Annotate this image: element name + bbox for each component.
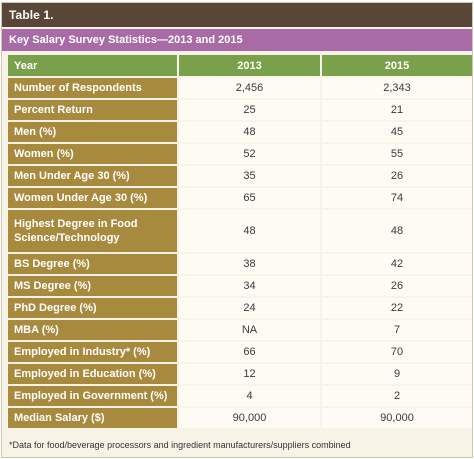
value-2013: 34 — [179, 276, 320, 296]
row-label: Number of Respondents — [8, 78, 177, 98]
row-label: PhD Degree (%) — [8, 298, 177, 318]
value-2013: 12 — [179, 364, 320, 384]
header-2015: 2015 — [322, 55, 472, 76]
row-label: Employed in Government (%) — [8, 386, 177, 406]
header-row: Year 2013 2015 — [8, 55, 472, 76]
value-2013: 4 — [179, 386, 320, 406]
value-2013: 24 — [179, 298, 320, 318]
row-label: MS Degree (%) — [8, 276, 177, 296]
row-label: Women Under Age 30 (%) — [8, 188, 177, 208]
table-row: Employed in Government (%) 4 2 — [8, 386, 472, 406]
table-row: MBA (%) NA 7 — [8, 320, 472, 340]
table-row: Women (%) 52 55 — [8, 144, 472, 164]
table-row: Percent Return 25 21 — [8, 100, 472, 120]
value-2013: 35 — [179, 166, 320, 186]
value-2015: 26 — [322, 166, 472, 186]
value-2013: 48 — [179, 122, 320, 142]
value-2013: 65 — [179, 188, 320, 208]
table-row: Men (%) 48 45 — [8, 122, 472, 142]
value-2013: 48 — [179, 210, 320, 252]
table-row: Highest Degree in Food Science/Technolog… — [8, 210, 472, 252]
value-2015: 2,343 — [322, 78, 472, 98]
table-row: MS Degree (%) 34 26 — [8, 276, 472, 296]
value-2013: 52 — [179, 144, 320, 164]
value-2015: 22 — [322, 298, 472, 318]
row-label: Median Salary ($) — [8, 408, 177, 428]
table-caption: Key Salary Survey Statistics—2013 and 20… — [2, 29, 472, 51]
value-2015: 90,000 — [322, 408, 472, 428]
row-label: Percent Return — [8, 100, 177, 120]
table-row: BS Degree (%) 38 42 — [8, 254, 472, 274]
table-row: Employed in Industry* (%) 66 70 — [8, 342, 472, 362]
value-2015: 70 — [322, 342, 472, 362]
value-2015: 48 — [322, 210, 472, 252]
row-label: Men Under Age 30 (%) — [8, 166, 177, 186]
header-2013: 2013 — [179, 55, 320, 76]
row-label: Employed in Education (%) — [8, 364, 177, 384]
table-row: Median Salary ($) 90,000 90,000 — [8, 408, 472, 428]
row-label: Men (%) — [8, 122, 177, 142]
row-label: Employed in Industry* (%) — [8, 342, 177, 362]
header-year: Year — [8, 55, 177, 76]
table-row: PhD Degree (%) 24 22 — [8, 298, 472, 318]
table-footnote: *Data for food/beverage processors and i… — [9, 440, 351, 450]
value-2015: 45 — [322, 122, 472, 142]
value-2013: 66 — [179, 342, 320, 362]
table-row: Employed in Education (%) 12 9 — [8, 364, 472, 384]
value-2013: 2,456 — [179, 78, 320, 98]
row-label: BS Degree (%) — [8, 254, 177, 274]
value-2015: 2 — [322, 386, 472, 406]
value-2013: NA — [179, 320, 320, 340]
row-label: MBA (%) — [8, 320, 177, 340]
table-row: Men Under Age 30 (%) 35 26 — [8, 166, 472, 186]
statistics-table: Year 2013 2015 Number of Respondents 2,4… — [6, 53, 474, 430]
value-2015: 7 — [322, 320, 472, 340]
value-2015: 55 — [322, 144, 472, 164]
value-2015: 42 — [322, 254, 472, 274]
value-2015: 74 — [322, 188, 472, 208]
row-label: Women (%) — [8, 144, 177, 164]
value-2015: 21 — [322, 100, 472, 120]
value-2015: 9 — [322, 364, 472, 384]
table-number: Table 1. — [2, 3, 472, 27]
table-row: Women Under Age 30 (%) 65 74 — [8, 188, 472, 208]
value-2013: 90,000 — [179, 408, 320, 428]
value-2013: 25 — [179, 100, 320, 120]
value-2013: 38 — [179, 254, 320, 274]
value-2015: 26 — [322, 276, 472, 296]
table-row: Number of Respondents 2,456 2,343 — [8, 78, 472, 98]
row-label: Highest Degree in Food Science/Technolog… — [8, 210, 177, 252]
